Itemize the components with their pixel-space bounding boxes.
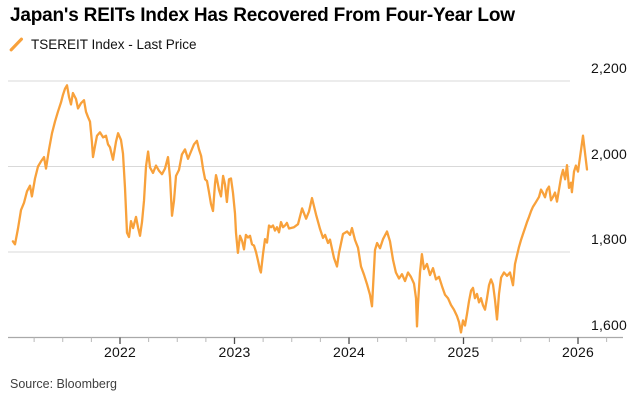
y-axis-label: 1,800	[590, 231, 627, 247]
x-axis-label: 2025	[447, 344, 480, 360]
x-axis-label: 2024	[333, 344, 365, 360]
legend: TSEREIT Index - Last Price	[9, 36, 197, 52]
chart-title: Japan's REITs Index Has Recovered From F…	[10, 5, 515, 26]
legend-label: TSEREIT Index - Last Price	[31, 36, 197, 52]
source-note: Source: Bloomberg	[10, 377, 118, 391]
x-axis-label: 2026	[562, 344, 594, 360]
x-axis-label: 2022	[104, 344, 136, 360]
y-axis-label: 2,200	[590, 60, 627, 76]
y-axis-label: 2,000	[590, 145, 627, 162]
price-line-series	[11, 84, 589, 334]
y-axis-label: 1,600	[590, 316, 627, 333]
x-axis-label: 2023	[218, 344, 251, 360]
line-series-slash-icon	[9, 37, 23, 51]
